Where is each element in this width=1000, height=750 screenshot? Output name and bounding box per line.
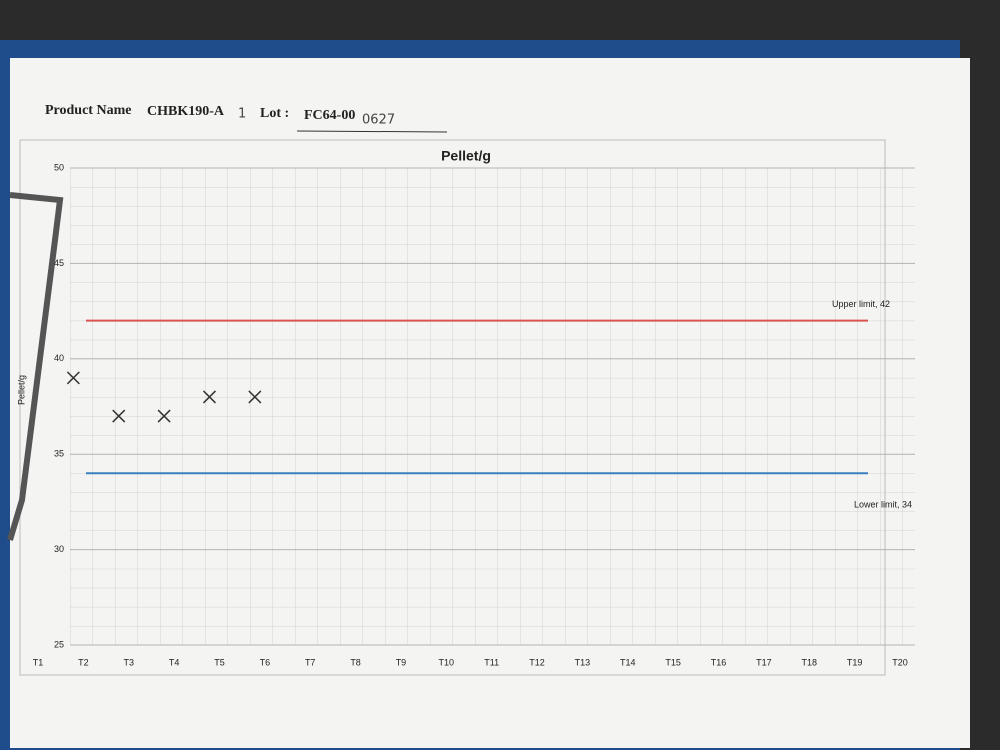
chart-title: Pellet/g (441, 148, 491, 164)
binder-clip (7, 192, 64, 541)
x-tick-label: T17 (756, 657, 772, 667)
x-tick-label: T2 (78, 657, 89, 667)
point (202, 390, 217, 404)
lot-note: 0627 (362, 113, 395, 128)
x-tick-label: T5 (214, 657, 225, 667)
y-axis-label: Pellet/g (16, 375, 26, 405)
limit-label: Upper limit, 42 (832, 299, 890, 309)
product-label: Product Name (45, 103, 131, 118)
lot: FC64-00 (304, 108, 355, 123)
y-tick-label: 45 (54, 258, 64, 268)
minor-grid (70, 168, 915, 645)
x-tick-label: T19 (847, 657, 863, 667)
x-tick-label: T9 (396, 657, 407, 667)
x-tick-label: T16 (711, 657, 727, 667)
lot-label: Lot : (260, 106, 289, 121)
x-tick-label: T18 (802, 657, 818, 667)
y-tick-label: 25 (54, 639, 64, 649)
x-tick-label: T4 (169, 657, 180, 667)
x-tick-label: T14 (620, 657, 636, 667)
x-tick-label: T10 (439, 657, 455, 667)
x-tick-label: T20 (892, 657, 908, 667)
x-tick-label: T3 (123, 657, 134, 667)
x-tick-label: T15 (665, 657, 681, 667)
point (66, 371, 80, 385)
point (248, 390, 262, 404)
product-note: 1 (238, 107, 246, 122)
point (112, 409, 126, 423)
y-tick-label: 30 (54, 544, 64, 554)
y-tick-label: 35 (54, 449, 64, 459)
y-tick-label: 50 (54, 162, 64, 172)
x-tick-label: T1 (33, 657, 44, 667)
x-tick-label: T11 (484, 657, 499, 667)
limit-label: Lower limit, 34 (854, 500, 912, 510)
point (157, 409, 171, 423)
x-tick-label: T13 (575, 657, 591, 667)
x-tick-label: T8 (350, 657, 361, 667)
lot-underline (296, 130, 448, 133)
x-tick-label: T12 (529, 657, 545, 667)
product: CHBK190-A (147, 104, 225, 119)
x-tick-label: T7 (305, 657, 316, 667)
x-tick-label: T6 (260, 657, 271, 667)
y-tick-label: 40 (54, 353, 64, 363)
